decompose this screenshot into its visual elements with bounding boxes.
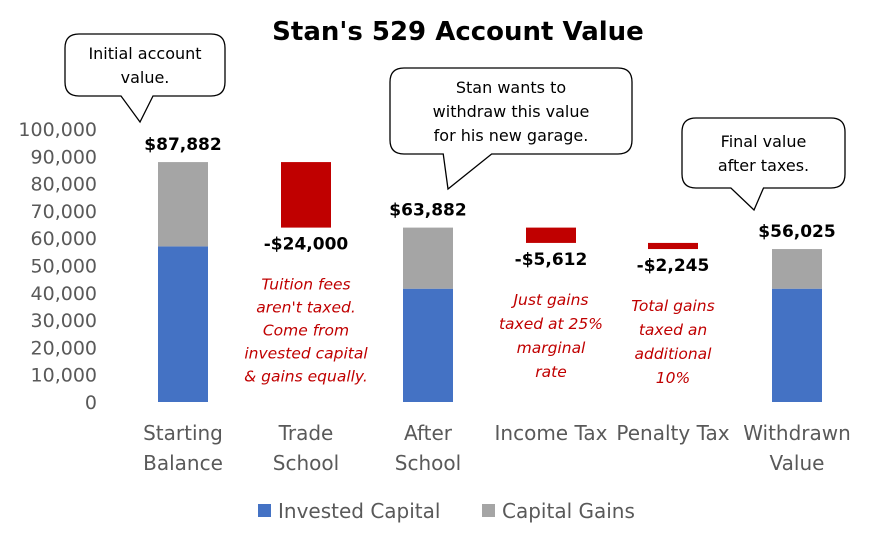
y-tick-label: 100,000 [18,119,97,141]
invested-capital-bar [403,288,453,402]
y-tick-label: 60,000 [31,228,97,250]
annotation-text: marginal [517,339,586,357]
annotation-text: taxed an [639,321,707,339]
annotation-text: Just gains [510,291,588,309]
y-tick-label: 40,000 [31,283,97,305]
category-label: Starting [143,421,223,445]
capital-gains-bar [772,249,822,289]
annotations: Tuition fees aren't taxed. Come from invest… [244,276,715,387]
annotation-text: invested capital [244,345,368,363]
callout-bubble [389,67,633,191]
y-tick-label: 90,000 [31,146,97,168]
category-label: Withdrawn [743,421,851,445]
annotation-text: taxed at 25% [499,315,603,333]
category-label: Value [770,451,825,475]
capital-gains-bar [158,162,208,247]
category-label: Balance [143,451,223,475]
data-label: -$5,612 [515,250,588,270]
data-label: $63,882 [389,201,466,221]
legend-swatch [258,504,271,517]
data-labels: $87,882 -$24,000 $63,882 -$5,612 -$2,245 $56,… [144,135,835,276]
callout-text: value. [121,68,170,87]
category-labels: Starting Balance Trade School After School Inc… [143,421,851,475]
callout-bubble [64,33,226,124]
chart-title: Stan's 529 Account Value [272,17,644,47]
bars [158,162,822,402]
y-tick-label: 80,000 [31,174,97,196]
y-tick-label: 30,000 [31,310,97,332]
category-label: School [273,451,339,475]
data-label: -$2,245 [637,256,710,276]
y-tick-label: 0 [85,392,97,414]
annotation-text: Tuition fees [261,276,350,294]
callouts: Initial account value. Stan wants to withdr… [64,33,846,212]
annotation-text: Come from [263,322,349,340]
annotation-text: & gains equally. [244,368,368,386]
category-label: School [395,451,461,475]
callout-text: Initial account [88,44,201,63]
data-label: $56,025 [758,222,835,242]
decrease-bar [526,227,576,243]
legend-label: Capital Gains [502,499,635,523]
callout-text: after taxes. [718,156,809,175]
legend-swatch [482,504,495,517]
callout-text: Final value [721,132,807,151]
category-label: Penalty Tax [616,421,729,445]
y-axis: 0 10,000 20,000 30,000 40,000 50,000 60,000 70,… [18,119,97,414]
decrease-bar [281,162,331,228]
annotation-text: aren't taxed. [256,299,356,317]
annotation-text: rate [535,363,566,381]
legend-label: Invested Capital [278,499,440,523]
annotation-text: 10% [656,369,690,387]
data-label: $87,882 [144,135,221,155]
y-tick-label: 70,000 [31,201,97,223]
annotation-text: additional [635,345,713,363]
category-label: Trade [278,421,334,445]
data-label: -$24,000 [264,235,349,255]
annotation-text: Total gains [631,297,714,315]
callout-bubble [681,117,846,212]
decrease-bar [648,242,698,250]
y-tick-label: 20,000 [31,337,97,359]
y-tick-label: 10,000 [31,365,97,387]
invested-capital-bar [158,246,208,402]
callout-text: for his new garage. [434,126,589,145]
category-label: After [404,421,453,445]
y-tick-label: 50,000 [31,256,97,278]
callout-text: Stan wants to [456,78,566,97]
callout-text: withdraw this value [433,102,590,121]
capital-gains-bar [403,227,453,289]
category-label: Income Tax [495,421,608,445]
legend: Invested Capital Capital Gains [258,499,635,523]
invested-capital-bar [772,288,822,402]
